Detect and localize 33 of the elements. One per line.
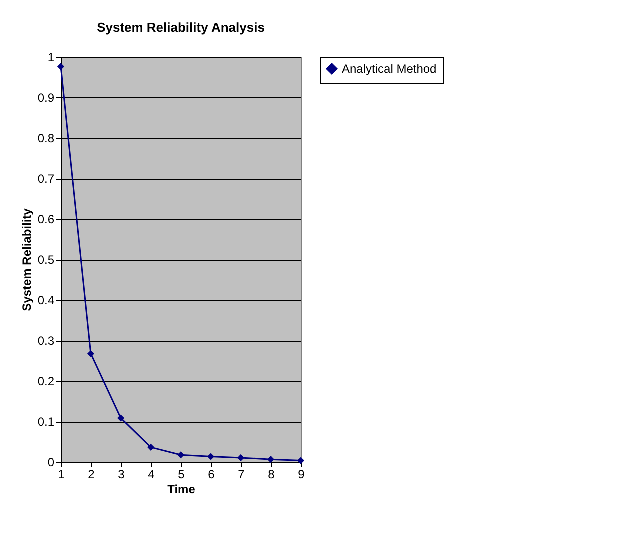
y-tick-label: 0.3 (38, 334, 55, 348)
point (147, 444, 155, 451)
y-tick-label: 0.9 (38, 91, 55, 105)
point (57, 63, 65, 70)
y-tick-label: 0.8 (38, 132, 55, 146)
x-tick-label: 2 (88, 468, 96, 482)
point (207, 453, 215, 460)
y-tick-label: 0 (48, 456, 55, 470)
x-tick-label: 7 (238, 468, 246, 482)
y-tick-label: 0.1 (38, 415, 55, 429)
x-tick-label: 4 (148, 468, 156, 482)
point (267, 456, 275, 464)
x-tick-label: 8 (268, 468, 276, 482)
y-tick-label: 0.4 (38, 294, 55, 308)
point (87, 350, 95, 358)
y-tick-label: 0.2 (38, 374, 55, 388)
x-axis-title: Time (168, 482, 196, 496)
legend-label: Analytical Method (342, 62, 437, 76)
x-tick-label: 6 (208, 468, 216, 482)
y-tick-label: 1 (48, 50, 55, 64)
point (177, 452, 185, 459)
chart-title: System Reliability Analysis (97, 20, 265, 35)
y-tick-label: 0.6 (38, 212, 55, 226)
point (297, 457, 305, 464)
y-tick-label: 0.5 (38, 253, 55, 267)
x-tick-label: 5 (178, 468, 186, 482)
point (237, 454, 245, 462)
x-tick-label: 3 (118, 468, 126, 482)
y-axis-title: System Reliability (20, 208, 34, 312)
x-tick-label: 9 (298, 468, 306, 482)
x-tick-label: 1 (58, 468, 66, 482)
point (117, 414, 125, 422)
y-tick-label: 0.7 (38, 172, 55, 186)
